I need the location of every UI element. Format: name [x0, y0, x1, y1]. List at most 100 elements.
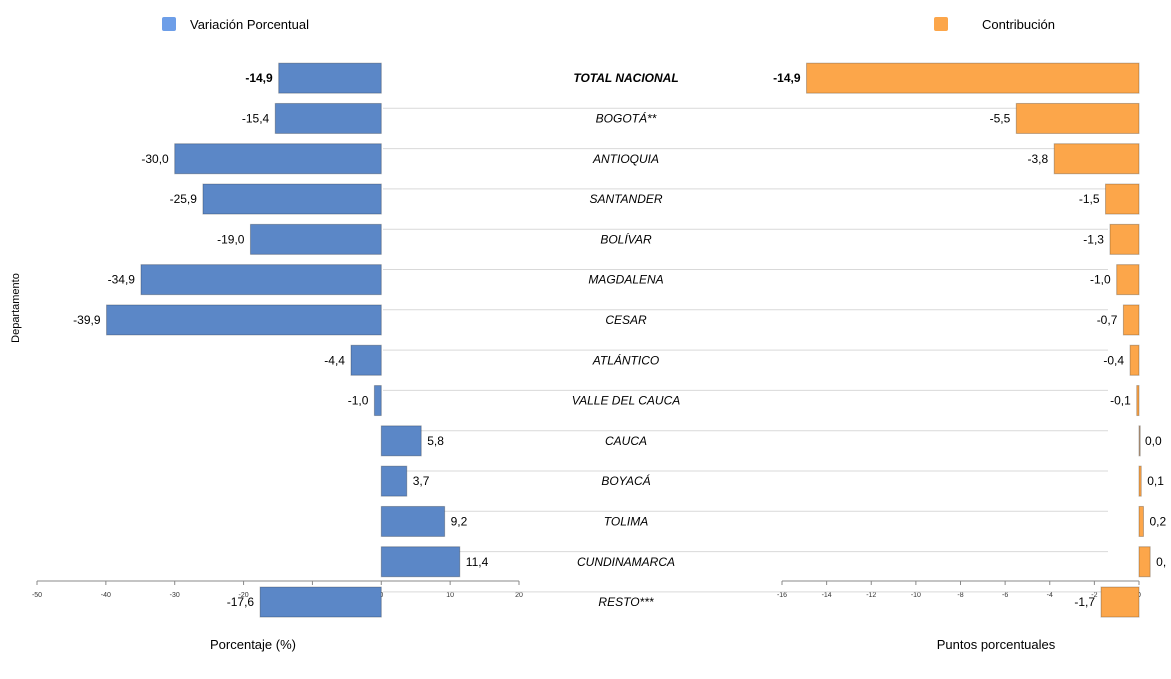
y-axis-label: Departamento [10, 273, 22, 343]
data-label-contribucion: -1,5 [1079, 192, 1100, 206]
bar-contribucion [1105, 183, 1140, 215]
row-separators [383, 107, 1108, 593]
data-label-variacion: -4,4 [324, 353, 345, 367]
bar-variacion [350, 344, 382, 376]
category-label: CUNDINAMARCA [577, 555, 675, 569]
category-label: BOGOTÁ** [596, 110, 657, 125]
bar-variacion [259, 586, 382, 618]
category-labels: TOTAL NACIONAL BOGOTÁ** ANTIOQUIA SANTANDER… [572, 71, 681, 609]
bar-contribucion [1053, 143, 1140, 175]
data-label-variacion: 11,4 [466, 555, 489, 569]
tick-label: -10 [911, 592, 921, 599]
data-label-variacion: -19,0 [217, 232, 245, 246]
right-x-axis-label: Puntos porcentuales [937, 637, 1056, 652]
tick-label: 10 [446, 592, 454, 599]
bar-contribucion [1138, 425, 1141, 457]
right-data-labels: -14,9-5,5-3,8-1,5-1,3-1,0-0,7-0,4-0,10,0… [773, 71, 1166, 609]
bar-variacion [380, 505, 446, 537]
right-bars [806, 62, 1151, 618]
bar-contribucion [1138, 465, 1142, 497]
tick-label: 20 [515, 592, 523, 599]
tick-label: -6 [1002, 592, 1008, 599]
left-legend: Variación Porcentual [162, 17, 309, 32]
data-label-variacion: 5,8 [427, 434, 444, 448]
tick-label: -30 [170, 592, 180, 599]
data-label-contribucion: -14,9 [773, 71, 801, 85]
data-label-variacion: -25,9 [170, 192, 198, 206]
bar-contribucion [1015, 102, 1140, 134]
left-bars [106, 62, 461, 618]
data-label-variacion: -15,4 [242, 111, 270, 125]
bar-variacion [249, 223, 382, 255]
data-label-variacion: -14,9 [245, 71, 273, 85]
category-label: BOYACÁ [601, 473, 650, 488]
bar-variacion [373, 385, 382, 417]
tick-label: 0 [379, 592, 383, 599]
bar-variacion [380, 546, 461, 578]
category-label: MAGDALENA [588, 273, 663, 287]
data-label-variacion: -39,9 [73, 313, 101, 327]
left-data-labels: -14,9 -15,4 -30,0 -25,9 -19,0 -34,9 -39,9 -4,4 -… [73, 71, 488, 609]
category-label: SANTANDER [589, 192, 662, 206]
data-label-contribucion: -0,1 [1110, 394, 1131, 408]
tick-label: 0 [1137, 592, 1141, 599]
data-label-contribucion: 0,0 [1145, 434, 1162, 448]
right-legend: Contribución [934, 17, 1055, 32]
data-label-contribucion: -0,4 [1103, 353, 1124, 367]
bar-contribucion [806, 62, 1140, 94]
legend-label-contribucion: Contribución [982, 17, 1055, 32]
bar-variacion [380, 425, 422, 457]
legend-label-variacion: Variación Porcentual [190, 17, 309, 32]
tick-label: -8 [957, 592, 963, 599]
tick-label: -50 [32, 592, 42, 599]
tick-label: -40 [101, 592, 111, 599]
data-label-variacion: 3,7 [413, 474, 430, 488]
data-label-contribucion: -3,8 [1028, 152, 1049, 166]
category-label: TOTAL NACIONAL [573, 71, 678, 85]
tick-label: -12 [866, 592, 876, 599]
data-label-contribucion: 0, [1156, 555, 1166, 569]
bar-contribucion [1122, 304, 1140, 336]
data-label-contribucion: -5,5 [990, 111, 1011, 125]
data-label-contribucion: -0,7 [1097, 313, 1118, 327]
data-label-variacion: -1,0 [348, 394, 369, 408]
bar-variacion [106, 304, 382, 336]
right-x-axis: -16 -14 -12 -10 -8 -6 -4 -2 0 [777, 580, 1141, 599]
data-label-variacion: 9,2 [451, 514, 468, 528]
bar-contribucion [1116, 264, 1140, 296]
data-label-contribucion: 0,2 [1149, 514, 1166, 528]
bar-contribucion [1138, 505, 1144, 537]
category-label: ANTIOQUIA [592, 152, 659, 166]
bar-variacion [202, 183, 382, 215]
bar-variacion [174, 143, 382, 175]
left-x-axis: -50-40-30-20-1001020 [32, 580, 523, 599]
data-label-variacion: -30,0 [141, 152, 169, 166]
category-label: ATLÁNTICO [592, 352, 659, 367]
tick-label: -2 [1091, 592, 1097, 599]
bar-variacion [278, 62, 382, 94]
data-label-contribucion: -1,3 [1083, 232, 1104, 246]
data-label-variacion: -34,9 [108, 273, 136, 287]
bar-variacion [380, 465, 408, 497]
bar-contribucion [1136, 385, 1140, 417]
data-label-contribucion: -1,0 [1090, 273, 1111, 287]
bar-contribucion [1100, 586, 1140, 618]
tick-label: -14 [822, 592, 832, 599]
bar-variacion [140, 264, 382, 296]
bar-contribucion [1138, 546, 1151, 578]
data-label-contribucion: 0,1 [1147, 474, 1164, 488]
category-label: BOLÍVAR [600, 231, 652, 246]
bar-contribucion [1129, 344, 1140, 376]
data-label-contribucion: -1,7 [1074, 595, 1095, 609]
legend-swatch-contribucion [934, 17, 948, 31]
tick-label: -16 [777, 592, 787, 599]
category-label: TOLIMA [604, 514, 648, 528]
data-label-variacion: -17,6 [227, 595, 255, 609]
tick-label: -4 [1047, 592, 1053, 599]
bar-contribucion [1109, 223, 1140, 255]
category-label: CAUCA [605, 434, 647, 448]
legend-swatch-variacion [162, 17, 176, 31]
category-label: VALLE DEL CAUCA [572, 394, 681, 408]
tick-label: -20 [239, 592, 249, 599]
